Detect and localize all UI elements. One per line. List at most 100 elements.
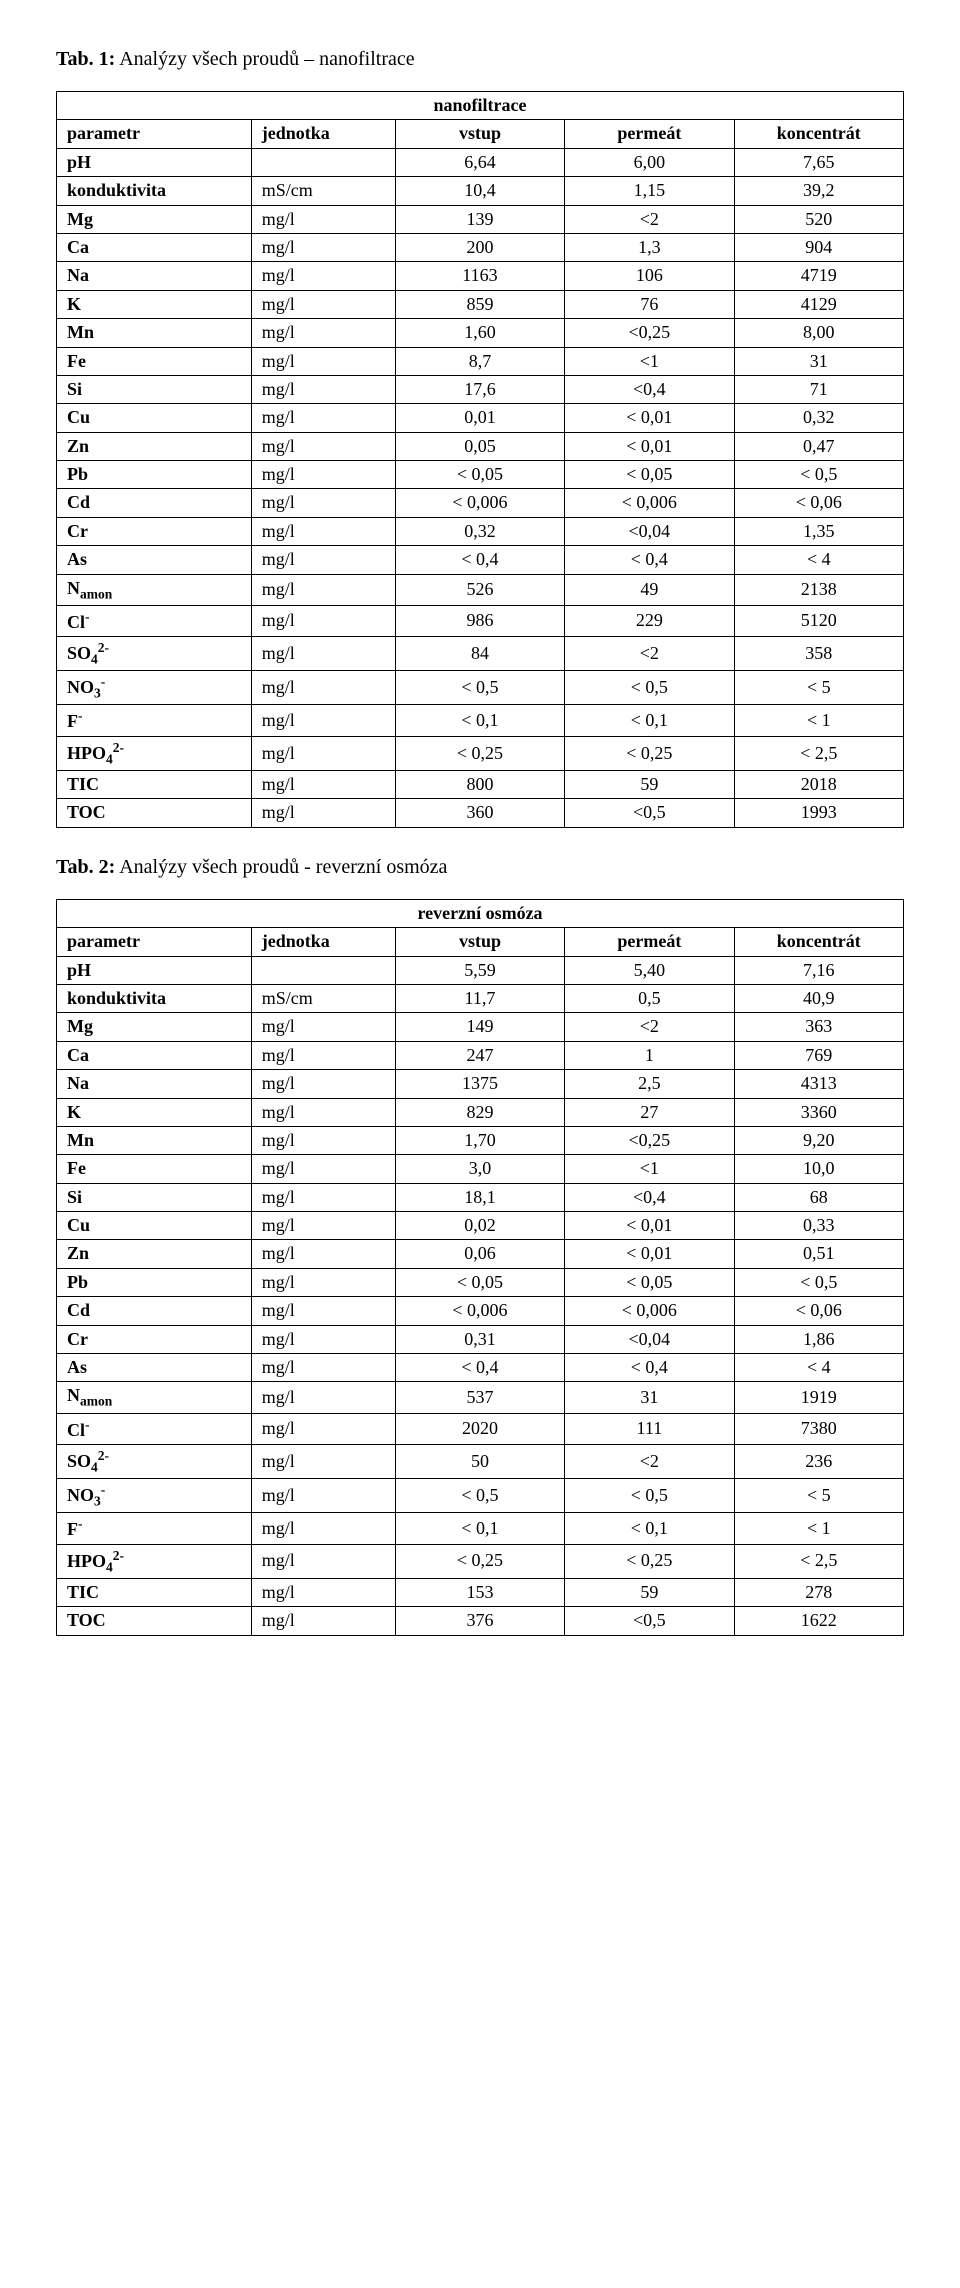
table-row: Camg/l2471769 bbox=[57, 1041, 904, 1069]
unit-cell: mg/l bbox=[251, 461, 395, 489]
value-cell: 6,00 bbox=[565, 148, 734, 176]
value-cell: < 0,01 bbox=[565, 1212, 734, 1240]
table-row: HPO42-mg/l< 0,25< 0,25< 2,5 bbox=[57, 1544, 904, 1578]
unit-cell: mg/l bbox=[251, 799, 395, 827]
param-cell: Cl- bbox=[57, 605, 252, 636]
table-row: Simg/l18,1<0,468 bbox=[57, 1183, 904, 1211]
table-row: HPO42-mg/l< 0,25< 0,25< 2,5 bbox=[57, 736, 904, 770]
unit-cell: mg/l bbox=[251, 1325, 395, 1353]
table-row: Crmg/l0,32<0,041,35 bbox=[57, 517, 904, 545]
value-cell: <2 bbox=[565, 637, 734, 671]
table-nanofiltrace: nanofiltrace parametr jednotka vstup per… bbox=[56, 91, 904, 828]
unit-cell: mg/l bbox=[251, 1183, 395, 1211]
param-cell: Cd bbox=[57, 489, 252, 517]
value-cell: 0,06 bbox=[395, 1240, 564, 1268]
value-cell: 859 bbox=[395, 290, 564, 318]
param-cell: Namon bbox=[57, 1382, 252, 1413]
value-cell: 3360 bbox=[734, 1098, 903, 1126]
param-cell: NO3- bbox=[57, 671, 252, 705]
unit-cell: mg/l bbox=[251, 1607, 395, 1635]
table-row: Cdmg/l< 0,006< 0,006< 0,06 bbox=[57, 489, 904, 517]
unit-cell: mg/l bbox=[251, 1240, 395, 1268]
unit-cell: mg/l bbox=[251, 375, 395, 403]
value-cell: < 0,1 bbox=[395, 1513, 564, 1544]
value-cell: 50 bbox=[395, 1444, 564, 1478]
caption2-text: Analýzy všech proudů - reverzní osmóza bbox=[115, 856, 447, 878]
value-cell: 68 bbox=[734, 1183, 903, 1211]
value-cell: 2020 bbox=[395, 1413, 564, 1444]
value-cell: <0,4 bbox=[565, 375, 734, 403]
value-cell: < 0,06 bbox=[734, 489, 903, 517]
value-cell: 986 bbox=[395, 605, 564, 636]
value-cell: 1,70 bbox=[395, 1126, 564, 1154]
caption2-bold: Tab. 2: bbox=[56, 856, 115, 878]
value-cell: 9,20 bbox=[734, 1126, 903, 1154]
value-cell: 363 bbox=[734, 1013, 903, 1041]
value-cell: <0,25 bbox=[565, 319, 734, 347]
value-cell: <0,25 bbox=[565, 1126, 734, 1154]
value-cell: <0,04 bbox=[565, 517, 734, 545]
param-cell: Mg bbox=[57, 1013, 252, 1041]
param-cell: Mn bbox=[57, 319, 252, 347]
table-row: Kmg/l859764129 bbox=[57, 290, 904, 318]
value-cell: <1 bbox=[565, 347, 734, 375]
col-perm: permeát bbox=[565, 120, 734, 148]
value-cell: <2 bbox=[565, 1013, 734, 1041]
value-cell: < 0,01 bbox=[565, 432, 734, 460]
value-cell: 18,1 bbox=[395, 1183, 564, 1211]
param-cell: Fe bbox=[57, 1155, 252, 1183]
value-cell: 0,51 bbox=[734, 1240, 903, 1268]
param-cell: F- bbox=[57, 705, 252, 736]
value-cell: 0,05 bbox=[395, 432, 564, 460]
table1-title: nanofiltrace bbox=[57, 92, 904, 120]
value-cell: 829 bbox=[395, 1098, 564, 1126]
value-cell: 106 bbox=[565, 262, 734, 290]
value-cell: 769 bbox=[734, 1041, 903, 1069]
param-cell: Na bbox=[57, 1070, 252, 1098]
value-cell: < 0,5 bbox=[395, 1479, 564, 1513]
unit-cell bbox=[251, 956, 395, 984]
value-cell: < 2,5 bbox=[734, 736, 903, 770]
value-cell: < 0,05 bbox=[395, 1268, 564, 1296]
param-cell: NO3- bbox=[57, 1479, 252, 1513]
unit-cell: mg/l bbox=[251, 605, 395, 636]
unit-cell: mg/l bbox=[251, 319, 395, 347]
value-cell: < 1 bbox=[734, 1513, 903, 1544]
value-cell: 4313 bbox=[734, 1070, 903, 1098]
param-cell: Na bbox=[57, 262, 252, 290]
value-cell: <0,04 bbox=[565, 1325, 734, 1353]
unit-cell: mg/l bbox=[251, 1155, 395, 1183]
value-cell: < 4 bbox=[734, 546, 903, 574]
value-cell: < 0,006 bbox=[565, 489, 734, 517]
value-cell: 59 bbox=[565, 770, 734, 798]
param-cell: pH bbox=[57, 956, 252, 984]
value-cell: < 0,4 bbox=[565, 1354, 734, 1382]
value-cell: 1163 bbox=[395, 262, 564, 290]
param-cell: HPO42- bbox=[57, 736, 252, 770]
unit-cell: mg/l bbox=[251, 517, 395, 545]
unit-cell: mg/l bbox=[251, 770, 395, 798]
unit-cell: mg/l bbox=[251, 489, 395, 517]
table-row: Camg/l2001,3904 bbox=[57, 233, 904, 261]
unit-cell: mg/l bbox=[251, 1013, 395, 1041]
value-cell: 5,40 bbox=[565, 956, 734, 984]
param-cell: TOC bbox=[57, 799, 252, 827]
value-cell: <2 bbox=[565, 1444, 734, 1478]
table-row: F-mg/l< 0,1< 0,1< 1 bbox=[57, 1513, 904, 1544]
value-cell: 0,31 bbox=[395, 1325, 564, 1353]
param-cell: konduktivita bbox=[57, 984, 252, 1012]
value-cell: < 5 bbox=[734, 671, 903, 705]
value-cell: 59 bbox=[565, 1578, 734, 1606]
table-row: Cl-mg/l9862295120 bbox=[57, 605, 904, 636]
value-cell: 2,5 bbox=[565, 1070, 734, 1098]
value-cell: <0,4 bbox=[565, 1183, 734, 1211]
table-row: Mnmg/l1,60<0,258,00 bbox=[57, 319, 904, 347]
value-cell: 31 bbox=[565, 1382, 734, 1413]
table-row: Simg/l17,6<0,471 bbox=[57, 375, 904, 403]
table2-title: reverzní osmóza bbox=[57, 899, 904, 927]
value-cell: 1375 bbox=[395, 1070, 564, 1098]
value-cell: 2018 bbox=[734, 770, 903, 798]
value-cell: < 0,05 bbox=[565, 1268, 734, 1296]
value-cell: 5120 bbox=[734, 605, 903, 636]
col-perm: permeát bbox=[565, 928, 734, 956]
